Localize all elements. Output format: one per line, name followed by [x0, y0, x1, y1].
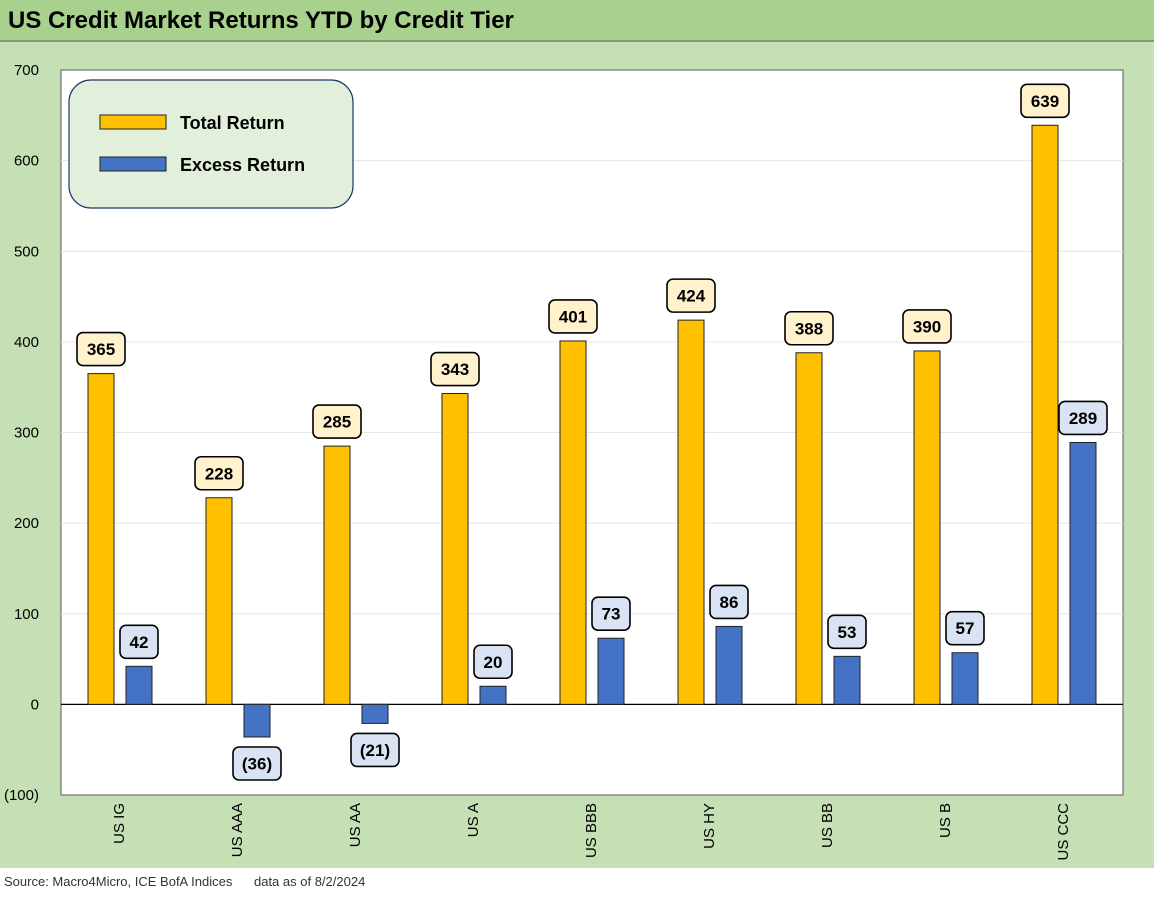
legend-swatch — [99, 156, 167, 172]
category-label: US HY — [701, 803, 718, 849]
data-label: 20 — [484, 653, 503, 672]
y-tick-label: 100 — [14, 606, 39, 623]
bar — [479, 685, 507, 705]
data-label-box — [473, 644, 513, 680]
y-tick-label: 200 — [14, 515, 39, 532]
bar — [597, 637, 625, 705]
bar — [1031, 124, 1059, 705]
category-label: US AAA — [229, 803, 246, 857]
category-label: US AA — [347, 803, 364, 847]
data-label-box — [666, 278, 716, 313]
data-label-box — [232, 746, 282, 781]
bar — [951, 652, 979, 705]
y-tick-label: 500 — [14, 243, 39, 260]
y-tick-label: 400 — [14, 334, 39, 351]
legend-swatch — [99, 114, 167, 130]
category-label: US CCC — [1055, 803, 1072, 861]
data-label: 53 — [838, 623, 857, 642]
data-label: 285 — [323, 413, 351, 432]
data-label-box — [945, 610, 985, 646]
data-label: 57 — [956, 619, 975, 638]
data-label: 343 — [441, 360, 469, 379]
data-label-box — [784, 310, 834, 346]
data-label: 639 — [1031, 92, 1059, 111]
data-label-box — [119, 624, 159, 660]
bar — [441, 393, 469, 705]
category-label: US BB — [819, 803, 836, 848]
data-label-box — [194, 455, 244, 491]
data-label-box — [312, 404, 362, 439]
data-label-box — [902, 309, 952, 344]
y-tick-label: (100) — [4, 787, 39, 804]
data-label-box — [827, 614, 867, 650]
y-tick-label: 300 — [14, 425, 39, 442]
source-note: Source: Macro4Micro, ICE BofA Indices da… — [4, 874, 366, 889]
bar — [205, 497, 233, 705]
data-label-box — [709, 584, 749, 620]
bar — [715, 625, 743, 705]
data-label: (21) — [360, 741, 390, 760]
category-label: US IG — [111, 803, 128, 844]
bar — [323, 445, 351, 705]
bar — [125, 665, 153, 705]
data-label-box — [76, 331, 126, 367]
category-label: US BBB — [583, 803, 600, 858]
data-label-box — [350, 732, 400, 768]
title-bar: US Credit Market Returns YTD by Credit T… — [0, 0, 1154, 42]
y-tick-label: 600 — [14, 153, 39, 170]
data-label: (36) — [242, 755, 272, 774]
data-label: 401 — [559, 307, 587, 326]
data-label-box — [1058, 400, 1108, 436]
bar — [795, 352, 823, 705]
data-label: 424 — [677, 287, 706, 306]
bar — [913, 350, 941, 705]
data-label-box — [591, 596, 631, 632]
data-label-box — [430, 351, 480, 387]
bar — [677, 319, 705, 705]
data-label-box — [548, 299, 598, 334]
bar — [833, 655, 861, 705]
chart-panel: 700 600 500 400 300 200 100 0 (100) 365 42 US IG 228… — [0, 42, 1154, 868]
data-label: 388 — [795, 319, 823, 338]
bar-chart: 700 600 500 400 300 200 100 0 (100) 365 42 US IG 228… — [4, 62, 1124, 861]
data-label: 289 — [1069, 409, 1097, 428]
data-label: 73 — [602, 605, 621, 624]
legend-box — [68, 79, 354, 209]
data-label: 86 — [720, 593, 739, 612]
data-label-box — [1020, 83, 1070, 119]
bar — [87, 373, 115, 705]
y-tick-label: 700 — [14, 62, 39, 79]
data-label: 390 — [913, 317, 941, 336]
chart-title: US Credit Market Returns YTD by Credit T… — [8, 7, 514, 34]
legend-label: Excess Return — [180, 155, 305, 175]
data-label: 42 — [130, 633, 149, 652]
bar — [1069, 441, 1097, 705]
category-label: US B — [937, 803, 954, 838]
bar — [361, 703, 389, 724]
legend-label: Total Return — [180, 113, 285, 133]
category-label: US A — [465, 803, 482, 837]
bar — [559, 340, 587, 705]
bar — [243, 703, 271, 738]
data-label: 365 — [87, 340, 115, 359]
y-tick-label: 0 — [31, 696, 39, 713]
data-label: 228 — [205, 464, 233, 483]
